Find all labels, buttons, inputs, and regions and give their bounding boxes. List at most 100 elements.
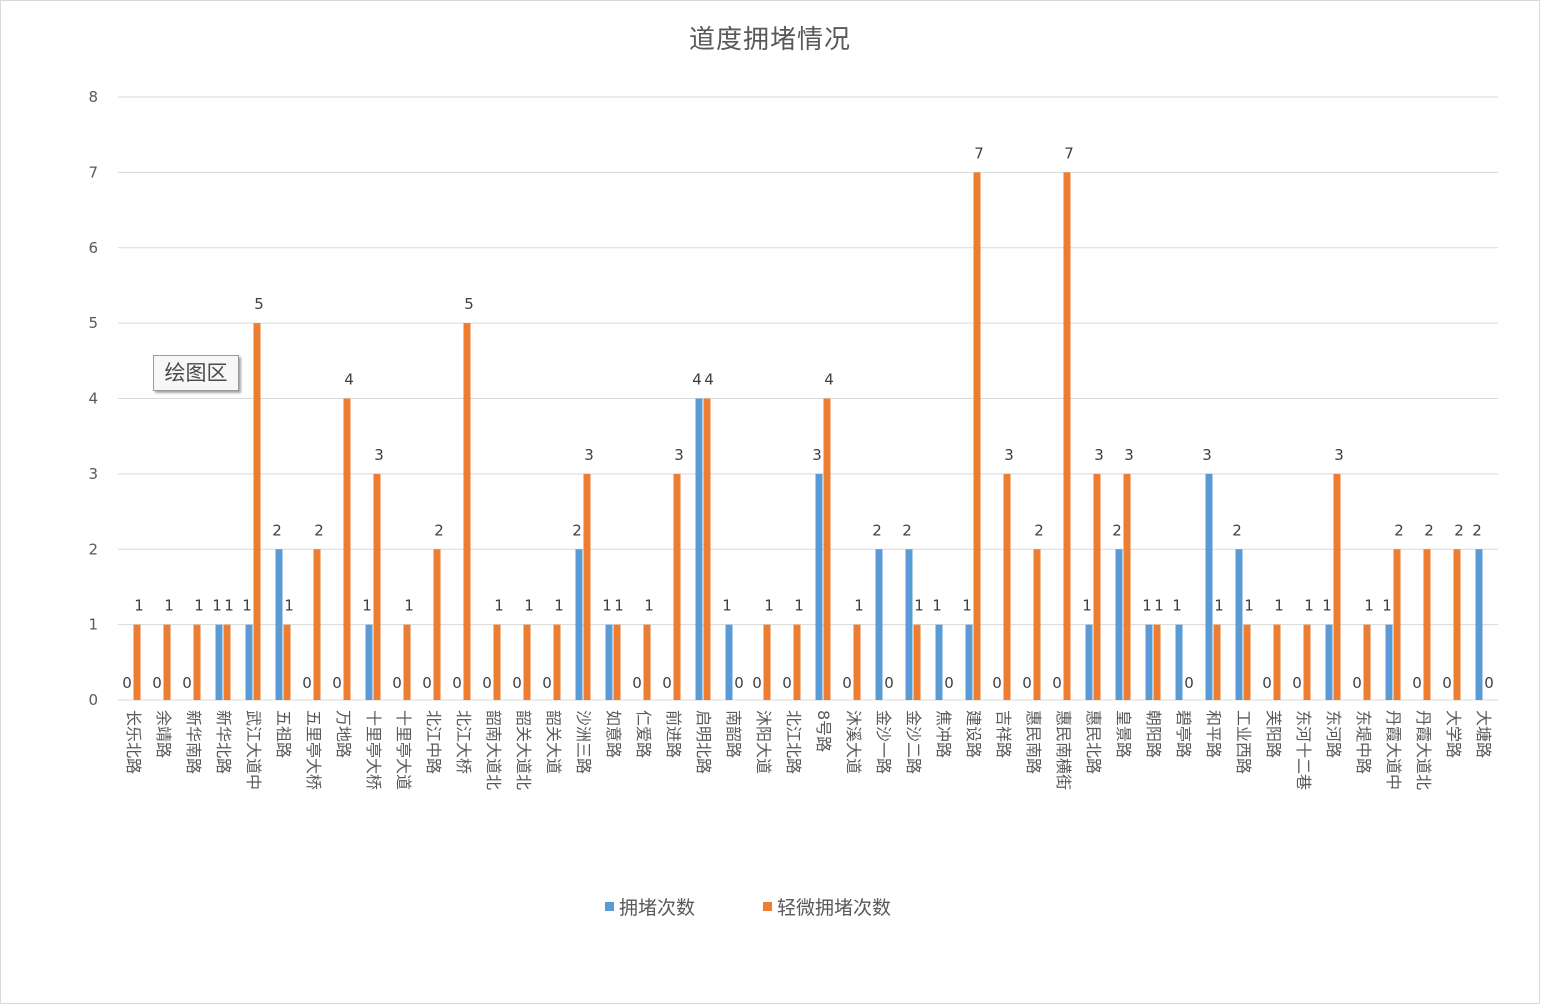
x-tick-label: 东堤中路 xyxy=(1354,710,1373,774)
data-label: 0 xyxy=(512,674,522,692)
data-label: 1 xyxy=(242,597,252,615)
data-label: 1 xyxy=(1304,597,1314,615)
bar-light-congestion xyxy=(1153,624,1161,700)
bar-light-congestion xyxy=(403,624,411,700)
data-label: 1 xyxy=(854,597,864,615)
data-label: 2 xyxy=(1112,521,1122,539)
x-tick-label: 焦冲路 xyxy=(934,710,953,758)
data-label: 1 xyxy=(1142,597,1152,615)
y-tick-label: 4 xyxy=(88,390,98,408)
x-tick-label: 长乐北路 xyxy=(124,710,143,774)
bar-light-congestion xyxy=(463,323,471,700)
x-tick-label: 武江大道中 xyxy=(244,710,263,790)
bar-congestion xyxy=(1145,624,1153,700)
data-label: 0 xyxy=(452,674,462,692)
data-label: 1 xyxy=(1172,597,1182,615)
data-label: 1 xyxy=(224,597,234,615)
x-tick-label: 韶关大道北 xyxy=(514,710,533,790)
bar-congestion xyxy=(1385,624,1393,700)
bar-congestion xyxy=(905,549,913,700)
y-tick-label: 7 xyxy=(88,163,98,181)
data-label: 1 xyxy=(794,597,804,615)
bar-light-congestion xyxy=(1033,549,1041,700)
bar-light-congestion xyxy=(823,398,831,700)
legend-swatch xyxy=(605,902,614,911)
data-label: 3 xyxy=(584,446,594,464)
x-tick-label: 金沙二路 xyxy=(904,710,923,774)
data-label: 1 xyxy=(962,597,972,615)
x-tick-label: 大塘路 xyxy=(1474,710,1493,758)
data-label: 0 xyxy=(182,674,192,692)
bar-light-congestion xyxy=(283,624,291,700)
legend-swatch xyxy=(763,902,772,911)
bar-light-congestion xyxy=(1093,473,1101,700)
bar-congestion xyxy=(1325,624,1333,700)
data-label: 1 xyxy=(524,597,534,615)
chart-title: 道度拥堵情况 xyxy=(689,25,851,55)
data-label: 0 xyxy=(734,674,744,692)
data-label: 0 xyxy=(782,674,792,692)
bar-light-congestion xyxy=(643,624,651,700)
bar-congestion xyxy=(245,624,253,700)
bar-light-congestion xyxy=(163,624,171,700)
y-tick-label: 1 xyxy=(88,616,98,634)
bar-congestion xyxy=(965,624,973,700)
bar-light-congestion xyxy=(1213,624,1221,700)
data-label: 1 xyxy=(194,597,204,615)
bar-congestion xyxy=(605,624,613,700)
data-label: 2 xyxy=(434,521,444,539)
data-label: 3 xyxy=(674,446,684,464)
x-tick-label: 沐阳大道 xyxy=(754,710,773,774)
data-label: 0 xyxy=(1022,674,1032,692)
x-tick-label: 北江中路 xyxy=(424,710,443,774)
bar-congestion xyxy=(1115,549,1123,700)
data-label: 0 xyxy=(542,674,552,692)
bar-light-congestion xyxy=(1393,549,1401,700)
bar-light-congestion xyxy=(1123,473,1131,700)
data-label: 5 xyxy=(254,295,264,313)
data-label: 1 xyxy=(1244,597,1254,615)
data-label: 2 xyxy=(1454,521,1464,539)
bar-light-congestion xyxy=(1363,624,1371,700)
data-label: 4 xyxy=(704,371,714,389)
x-tick-label: 余靖路 xyxy=(154,710,173,758)
y-tick-label: 3 xyxy=(88,465,98,483)
bar-light-congestion xyxy=(523,624,531,700)
data-label: 0 xyxy=(1052,674,1062,692)
data-label: 1 xyxy=(284,597,294,615)
x-tick-label: 南韶路 xyxy=(724,710,743,758)
bar-light-congestion xyxy=(1003,473,1011,700)
data-label: 0 xyxy=(332,674,342,692)
x-tick-label: 十里亭大道 xyxy=(394,710,413,790)
data-label: 0 xyxy=(842,674,852,692)
bar-congestion xyxy=(365,624,373,700)
data-label: 0 xyxy=(1484,674,1494,692)
x-tick-label: 十里亭大桥 xyxy=(364,710,383,790)
x-axis-ticks: 长乐北路 余靖路 新华南路 新华北路 武江大道中 五祖路 五里亭大桥 万地路 十里亭大桥 十里亭大… xyxy=(124,710,1493,790)
x-tick-label: 工业西路 xyxy=(1234,710,1253,774)
data-label: 3 xyxy=(1004,446,1014,464)
bar-congestion xyxy=(935,624,943,700)
y-tick-label: 2 xyxy=(88,540,98,558)
bar-light-congestion xyxy=(583,473,591,700)
bar-light-congestion xyxy=(193,624,201,700)
bar-light-congestion xyxy=(1273,624,1281,700)
data-label: 2 xyxy=(1232,521,1242,539)
bar-congestion xyxy=(215,624,223,700)
data-label: 1 xyxy=(1154,597,1164,615)
data-label: 0 xyxy=(122,674,132,692)
data-label: 0 xyxy=(482,674,492,692)
data-label: 0 xyxy=(1292,674,1302,692)
bar-light-congestion xyxy=(1243,624,1251,700)
data-label: 1 xyxy=(1382,597,1392,615)
data-label: 3 xyxy=(812,446,822,464)
x-tick-label: 东河十二巷 xyxy=(1294,710,1313,790)
data-label: 0 xyxy=(944,674,954,692)
data-label: 0 xyxy=(884,674,894,692)
x-tick-label: 吉祥路 xyxy=(994,710,1013,758)
bar-light-congestion xyxy=(973,172,981,700)
bar-light-congestion xyxy=(1303,624,1311,700)
bar-light-congestion xyxy=(763,624,771,700)
x-tick-label: 金沙一路 xyxy=(874,710,893,774)
bar-light-congestion xyxy=(1453,549,1461,700)
